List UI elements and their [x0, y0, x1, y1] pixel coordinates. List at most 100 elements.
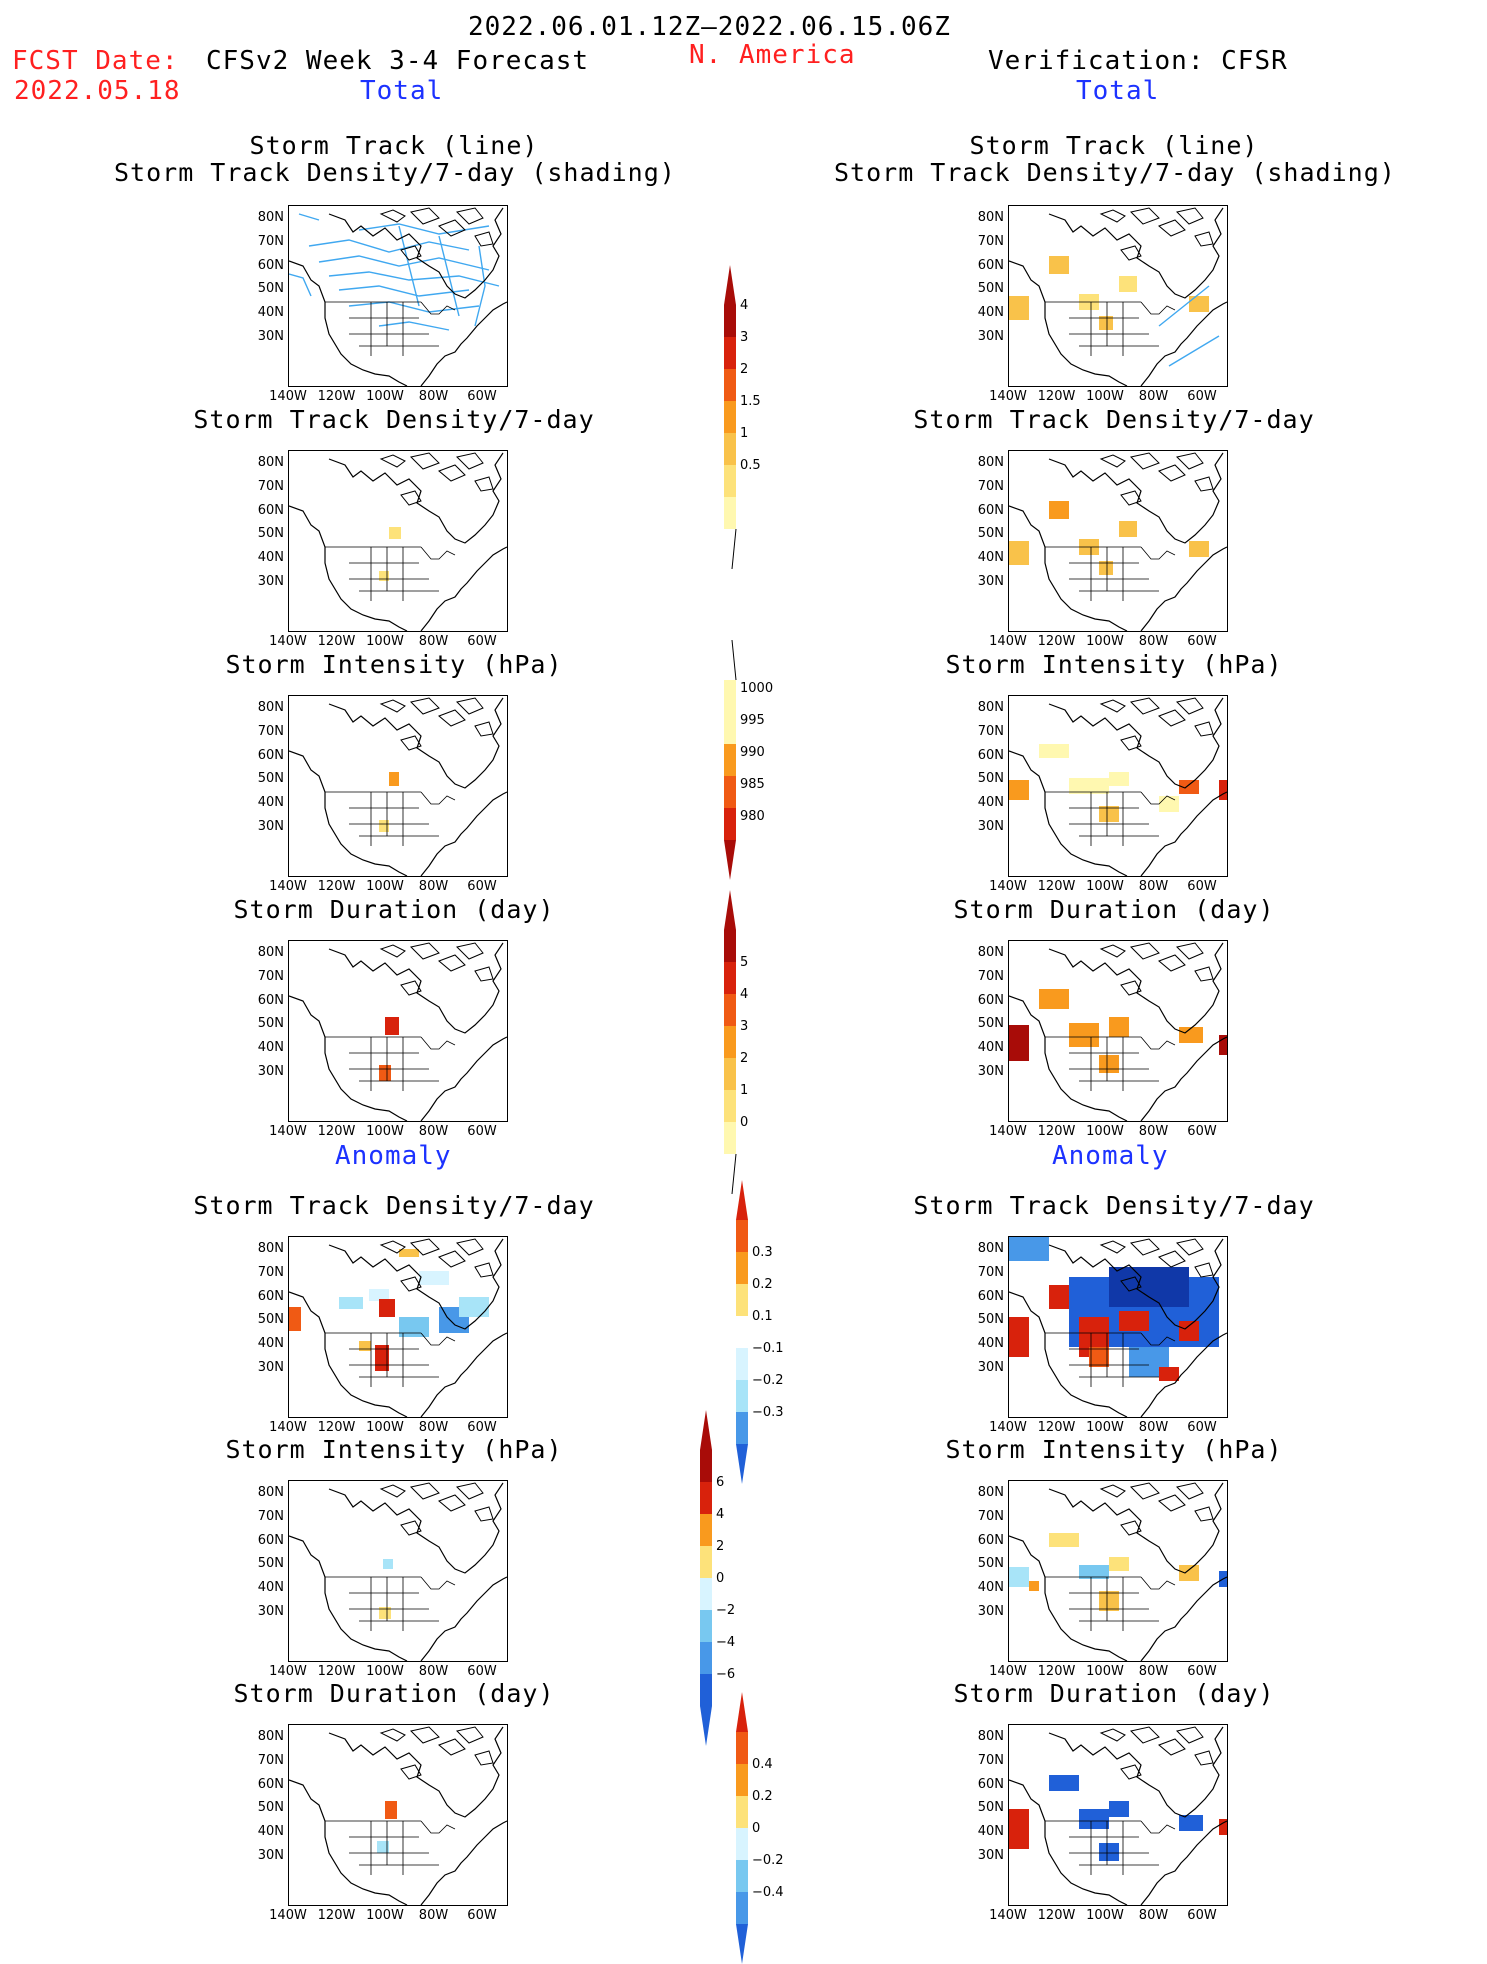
colorbar-segment [736, 1860, 748, 1892]
lat-label: 50N [257, 526, 284, 542]
lon-label: 100W [1086, 1908, 1124, 1923]
coastline [289, 995, 507, 1121]
state-borders [325, 301, 456, 356]
colorbar-segment [700, 1450, 712, 1482]
colorbar-segment [736, 1732, 748, 1764]
colorbar-segment [724, 744, 736, 776]
lat-label: 50N [977, 1556, 1004, 1572]
colorbar-label: −0.2 [752, 1853, 784, 1868]
arctic-island [456, 207, 484, 225]
north-america-map [1009, 697, 1227, 876]
shading-cell [389, 527, 401, 539]
panel-title: Storm Duration (day) [233, 895, 555, 924]
lat-label: 60N [977, 992, 1004, 1008]
arctic-island [456, 697, 484, 715]
lat-label: 60N [977, 1288, 1004, 1304]
lon-label: 100W [366, 634, 404, 649]
arctic-island [1099, 1240, 1126, 1254]
shading-cell [1109, 1557, 1129, 1571]
north-america-map [289, 697, 507, 876]
coastline [289, 1535, 507, 1661]
colorbar-label: −2 [716, 1603, 736, 1618]
lon-label: 100W [366, 1420, 404, 1435]
lat-label: 80N [977, 1729, 1004, 1744]
arctic-island [379, 1728, 406, 1742]
arctic-island [1176, 452, 1204, 470]
colorbar-segment [724, 1090, 736, 1122]
arctic-island [410, 452, 440, 470]
lat-label: 60N [257, 1288, 284, 1304]
arctic-island [1158, 1250, 1186, 1268]
colorbar-segment [724, 1058, 736, 1090]
lat-label: 60N [257, 1776, 284, 1792]
colorbar-label: 3 [740, 1019, 749, 1034]
shading-cell [1069, 778, 1109, 794]
lat-label: 60N [977, 1532, 1004, 1548]
arctic-island [474, 1506, 494, 1522]
shading-cell [383, 1559, 393, 1569]
arctic-island [1120, 490, 1142, 506]
lat-label: 60N [257, 502, 284, 518]
lat-label: 60N [257, 257, 284, 273]
panel-title: Storm Track Density/7-day [193, 1191, 595, 1220]
shading-cell [1039, 744, 1069, 758]
arctic-island [400, 1520, 422, 1536]
section-total-right: Total [1076, 76, 1160, 106]
lat-label: 50N [257, 1800, 284, 1816]
lon-label: 60W [1187, 389, 1217, 404]
lon-label: 80W [1138, 1664, 1169, 1679]
arctic-island [400, 1764, 422, 1780]
lat-label: 30N [977, 1064, 1004, 1079]
lon-label: 100W [366, 879, 404, 894]
colorbar-segment [724, 401, 736, 433]
arctic-island [456, 1238, 484, 1256]
arctic-island [1120, 1520, 1142, 1536]
map-panel [1008, 1724, 1228, 1906]
arctic-island [456, 1482, 484, 1500]
lat-label: 60N [257, 747, 284, 763]
lat-label: 80N [257, 700, 284, 715]
lon-label: 140W [989, 634, 1027, 649]
coastline [328, 1238, 504, 1330]
lon-label: 100W [1086, 389, 1124, 404]
lon-label: 120W [1037, 1908, 1076, 1923]
arctic-island [400, 735, 422, 751]
colorbar-segment [736, 1380, 748, 1412]
coastline [1048, 452, 1224, 544]
arctic-island [1120, 1764, 1142, 1780]
shading-cell [1049, 501, 1069, 519]
lon-label: 80W [418, 879, 449, 894]
storm-track-line [298, 213, 320, 221]
verification-title: Verification: CFSR [988, 46, 1288, 76]
storm-track-line [1168, 335, 1220, 367]
arctic-island [1194, 1750, 1214, 1766]
lat-label: 40N [977, 305, 1004, 321]
lon-label: 140W [269, 1124, 307, 1139]
lon-label: 60W [1187, 1124, 1217, 1139]
colorbar-label: 0.5 [740, 458, 761, 473]
shading-cell [1029, 1581, 1039, 1591]
colorbar-label: −6 [716, 1667, 736, 1682]
map-panel [288, 450, 508, 632]
lat-label: 70N [257, 968, 284, 984]
arctic-island [474, 721, 494, 737]
arctic-island [1099, 699, 1126, 713]
lon-label: 140W [269, 1664, 307, 1679]
arctic-island [1120, 735, 1142, 751]
colorbar-label: 4 [740, 987, 749, 1002]
arctic-island [1176, 207, 1204, 225]
map-panel [288, 1480, 508, 1662]
shading-cell [379, 1299, 395, 1317]
shading-cell [1009, 1317, 1029, 1357]
lon-label: 120W [1037, 879, 1076, 894]
north-america-map [1009, 452, 1227, 631]
lon-label: 60W [1187, 879, 1217, 894]
panel-title: Storm Track (line) [969, 131, 1259, 160]
lon-label: 140W [989, 1124, 1027, 1139]
lon-label: 100W [366, 389, 404, 404]
map-panel [288, 695, 508, 877]
lat-label: 50N [977, 1312, 1004, 1328]
lat-label: 50N [977, 281, 1004, 297]
lat-label: 80N [257, 1729, 284, 1744]
lat-label: 70N [257, 233, 284, 249]
